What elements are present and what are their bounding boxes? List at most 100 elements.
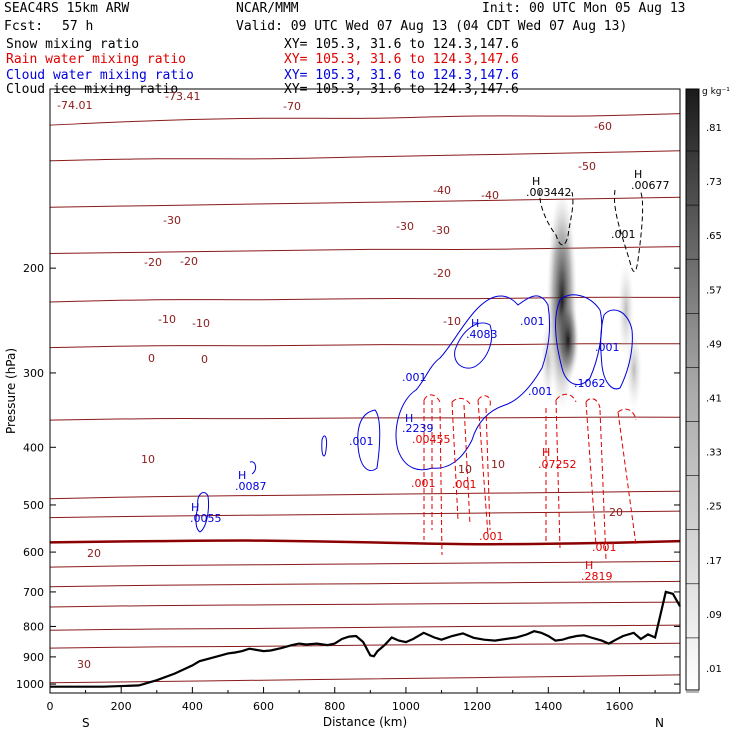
temperature-label: -20: [144, 256, 162, 269]
rain-label: .2819: [581, 570, 613, 583]
snow-label: .003442: [526, 186, 572, 199]
valid-time: Valid: 09 UTC Wed 07 Aug 13 (04 CDT Wed …: [236, 19, 628, 34]
temperature-label: -30: [396, 220, 414, 233]
snow-label: .00677: [631, 179, 670, 192]
temperature-contour-2: [49, 196, 681, 208]
colorbar-label: .17: [706, 556, 722, 567]
temperature-label: 0: [148, 352, 155, 365]
colorbar-label: .49: [706, 339, 722, 350]
x-tick-label: 400: [182, 700, 203, 713]
cloud-label: .1062: [574, 377, 606, 390]
init-time: Init: 00 UTC Mon 05 Aug 13: [482, 1, 686, 16]
temperature-label: -70: [283, 100, 301, 113]
x-axis-label: Distance (km): [323, 715, 407, 729]
colorbar-label: .01: [706, 664, 722, 675]
snow-max-marker: H: [634, 168, 642, 181]
rain-contours: [423, 393, 637, 561]
temperature-contour-0: [49, 113, 681, 126]
y-tick-label: 800: [23, 620, 44, 633]
temperature-label: -10: [192, 317, 210, 330]
temperature-contour-10: [49, 560, 681, 568]
temperature-contour-6: [49, 416, 681, 421]
cloud-label: .001: [520, 315, 545, 328]
temperature-label: -60: [594, 120, 612, 133]
y-tick-label: 400: [23, 441, 44, 454]
colorbar: [685, 88, 700, 691]
rain-label: .00455: [412, 433, 451, 446]
y-tick-label: 300: [23, 367, 44, 380]
colorbar-label: .41: [706, 394, 722, 405]
colorbar-label: .33: [706, 448, 722, 459]
rain-max-marker: H: [542, 446, 550, 459]
colorbar-label: .09: [706, 610, 722, 621]
cloud-max-marker: H: [238, 469, 246, 482]
temperature-label: 0: [201, 353, 208, 366]
colorbar-label: .25: [706, 502, 722, 513]
y-tick-label: 600: [23, 546, 44, 559]
snow-ice-shading: [541, 190, 642, 410]
temperature-label: 30: [77, 658, 91, 671]
fcst-label: Fcst:: [4, 19, 44, 34]
cloud-label: .2239: [402, 422, 434, 435]
temperature-contour-12: [49, 601, 681, 608]
cloud-label: .4083: [466, 328, 498, 341]
cloud-label: .0087: [235, 480, 267, 493]
temperature-contour-4: [49, 296, 681, 303]
endpoint-north: N: [655, 716, 664, 730]
temperature-label: -73.41: [165, 90, 200, 103]
temperature-label: -50: [578, 160, 596, 173]
cloud-max-marker: H: [471, 317, 479, 330]
temperature-label: 20: [609, 506, 623, 519]
cloud-label: .0055: [190, 512, 222, 525]
temperature-label: -30: [163, 214, 181, 227]
cloud-label: .001: [528, 385, 553, 398]
snow-contours: [539, 189, 644, 272]
fcst-value: 57 h: [62, 19, 94, 34]
temperature-contour-1: [49, 150, 681, 162]
temperature-label: 20: [87, 547, 101, 560]
y-tick-label: 500: [23, 499, 44, 512]
field-rain-label: Rain water mixing ratio: [6, 52, 187, 67]
rain-max-marker: H: [585, 559, 593, 572]
y-tick-label: 700: [23, 586, 44, 599]
cloud-max-marker: H: [405, 412, 413, 425]
x-tick-label: 1200: [463, 700, 491, 713]
cloud-contours: [195, 294, 633, 533]
temperature-label: -40: [433, 184, 451, 197]
field-cloud-label: Cloud water mixing ratio: [6, 68, 194, 83]
y-tick-label: 900: [23, 651, 44, 664]
terrain-line: [50, 590, 681, 688]
temperature-contour-3: [49, 246, 681, 254]
model-name: SEAC4RS 15km ARW: [4, 1, 130, 16]
x-tick-label: 800: [324, 700, 345, 713]
y-tick-label: 200: [23, 262, 44, 275]
temperature-contour-13: [49, 624, 681, 631]
y-axis-label: Pressure (hPa): [4, 348, 18, 434]
field-rain-xy: XY= 105.3, 31.6 to 124.3,147.6: [284, 52, 519, 67]
rain-label: .001: [452, 478, 477, 491]
colorbar-label: .73: [706, 177, 722, 188]
x-tick-label: 1000: [392, 700, 420, 713]
rain-label: .001: [592, 541, 617, 554]
colorbar-label: .65: [706, 231, 722, 242]
plot-frame: [49, 88, 681, 694]
temperature-contour-14: [49, 642, 681, 649]
temperature-label: 10: [458, 463, 472, 476]
x-tick-label: 200: [111, 700, 132, 713]
temperature-contour-9: [49, 539, 681, 546]
temperature-label: 10: [141, 453, 155, 466]
temperature-label: -40: [481, 189, 499, 202]
temperature-contour-8: [49, 510, 681, 519]
temperature-label: -20: [433, 267, 451, 280]
colorbar-label: .57: [706, 285, 722, 296]
x-tick-label: 0: [47, 700, 54, 713]
field-cloud-xy: XY= 105.3, 31.6 to 124.3,147.6: [284, 68, 519, 83]
institution: NCAR/MMM: [236, 1, 299, 16]
temperature-label: -74.01: [57, 99, 92, 112]
y-tick-label: 1000: [16, 678, 44, 691]
temperature-label: -10: [158, 313, 176, 326]
temperature-contour-5: [49, 343, 681, 349]
colorbar-label: .81: [706, 123, 722, 134]
temperature-label: -20: [180, 255, 198, 268]
